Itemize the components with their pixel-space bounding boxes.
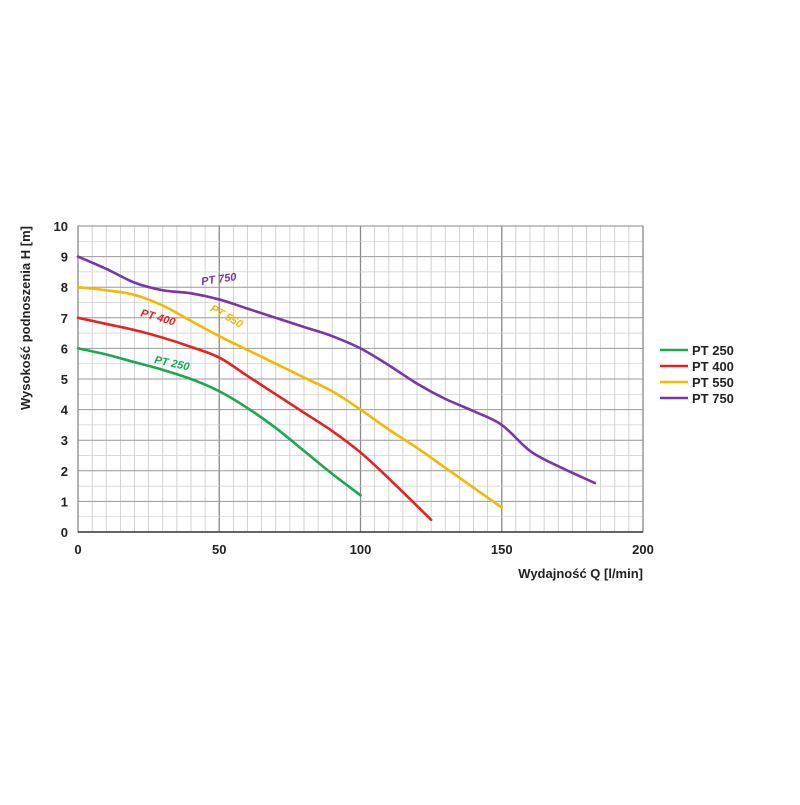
grid bbox=[77, 225, 644, 533]
legend-label: PT 250 bbox=[692, 343, 734, 358]
y-tick-label: 1 bbox=[61, 494, 68, 509]
y-tick-label: 6 bbox=[61, 341, 68, 356]
curve-label: PT 250 bbox=[153, 354, 191, 373]
series-line-pt-550 bbox=[76, 285, 504, 509]
x-tick-label: 50 bbox=[212, 542, 226, 557]
series-lines bbox=[76, 255, 597, 522]
legend-label: PT 550 bbox=[692, 375, 734, 390]
axes: 0 50 100 150 200 0 1 2 3 4 5 6 7 8 9 10 bbox=[54, 219, 654, 557]
x-tick-label: 200 bbox=[632, 542, 654, 557]
y-tick-label: 4 bbox=[61, 403, 69, 418]
y-tick-label: 5 bbox=[61, 372, 68, 387]
x-tick-label: 0 bbox=[74, 542, 81, 557]
y-tick-label: 8 bbox=[61, 280, 68, 295]
y-axis-title: Wysokość podnoszenia H [m] bbox=[18, 226, 33, 410]
curve-label: PT 750 bbox=[200, 271, 238, 288]
series-line-pt-250 bbox=[76, 347, 362, 497]
x-tick-label: 150 bbox=[491, 542, 513, 557]
series-line-pt-400 bbox=[76, 316, 433, 522]
y-tick-label: 7 bbox=[61, 311, 68, 326]
legend-label: PT 750 bbox=[692, 391, 734, 406]
series-line-pt-750 bbox=[76, 255, 597, 485]
y-tick-label: 10 bbox=[54, 219, 68, 234]
y-tick-label: 0 bbox=[61, 525, 68, 540]
y-tick-label: 9 bbox=[61, 250, 68, 265]
legend-label: PT 400 bbox=[692, 359, 734, 374]
x-tick-label: 100 bbox=[350, 542, 372, 557]
y-tick-label: 2 bbox=[61, 464, 68, 479]
y-tick-label: 3 bbox=[61, 433, 68, 448]
x-axis-title: Wydajność Q [l/min] bbox=[518, 566, 643, 581]
